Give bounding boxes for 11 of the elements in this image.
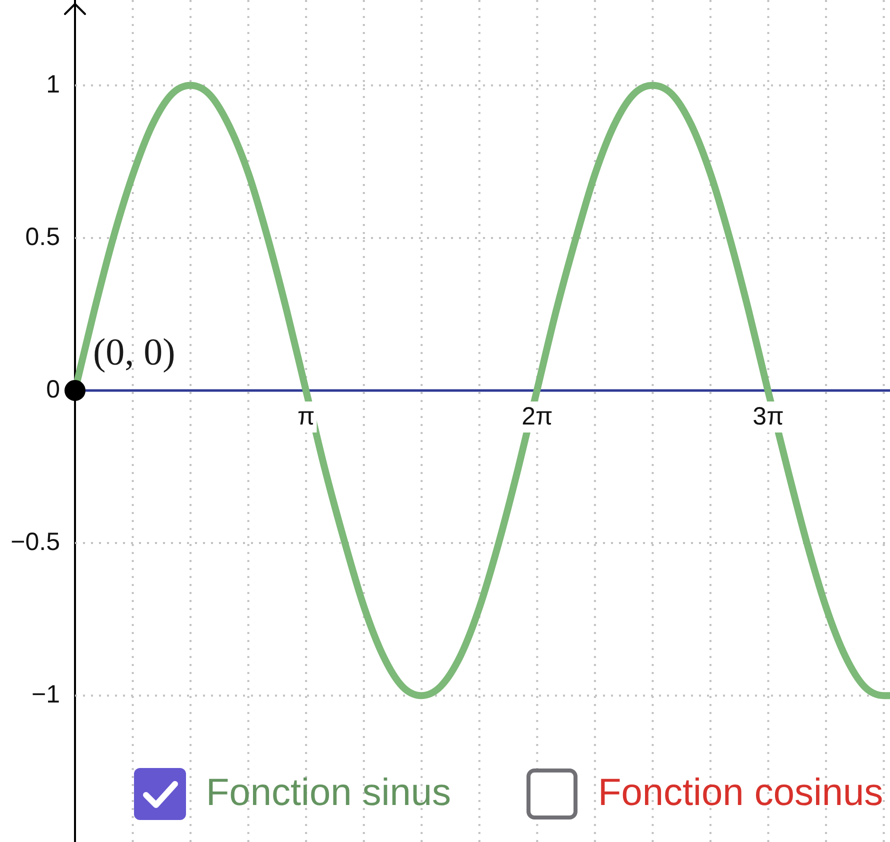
y-tick-label: −0.5: [10, 528, 60, 556]
x-tick-label: 2π: [522, 402, 553, 430]
annotation: Fonction cosinus: [598, 772, 884, 816]
y-tick-label: 0.5: [25, 222, 60, 251]
y-tick-label: 0: [46, 375, 60, 404]
text: Fonction sinus: [206, 772, 452, 816]
y-tick-label: −1: [31, 680, 60, 708]
x-tick-label: π: [297, 402, 315, 430]
annotation: (0, 0): [93, 331, 176, 374]
x-tick-label: 3π: [752, 402, 784, 430]
y-tick-label: 1: [46, 70, 60, 98]
